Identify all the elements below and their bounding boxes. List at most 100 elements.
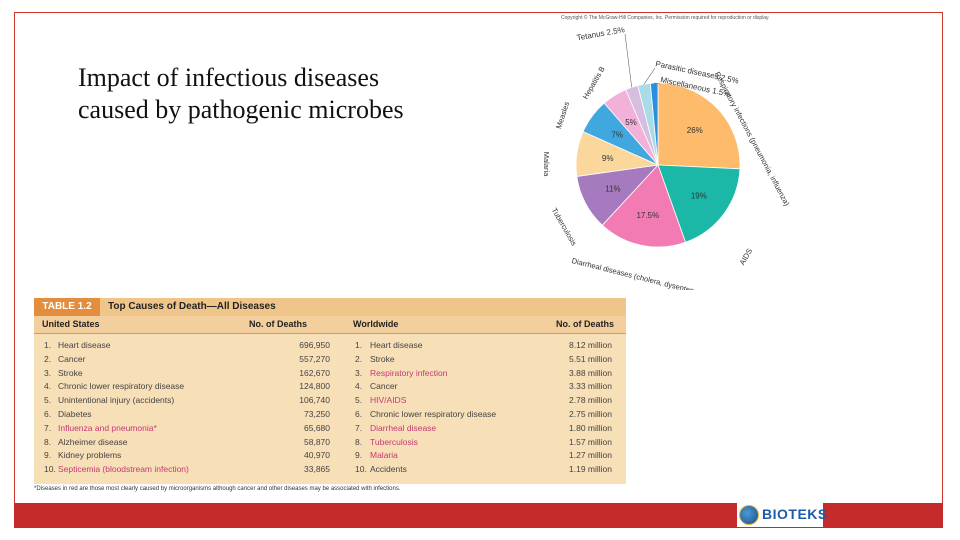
world-deaths: 2.75 million (569, 409, 612, 419)
pie-leader-line (654, 82, 661, 85)
world-cause: Cancer (370, 381, 398, 392)
world-cause: Respiratory infection (370, 367, 448, 378)
world-cause: Chronic lower respiratory disease (370, 409, 497, 419)
table-row: 9. Kidney problems 40,970 9. Malaria 1.27 mil… (34, 449, 626, 463)
table-row: 3. Stroke 162,670 3. Respiratory infection 3.… (34, 367, 626, 381)
us-deaths: 58,870 (304, 436, 330, 447)
world-cause: Malaria (370, 450, 398, 461)
world-cause: Accidents (370, 464, 407, 475)
us-deaths: 162,670 (299, 367, 330, 378)
pie-percent-label: 26% (687, 126, 703, 135)
rank-world: 10. (355, 464, 367, 475)
rank-world: 1. (355, 340, 363, 350)
us-cause: Stroke (58, 367, 83, 378)
rank-world: 3. (355, 367, 363, 378)
table-row: 5. Unintentional injury (accidents) 106,74… (34, 394, 626, 408)
pie-slice (657, 82, 741, 170)
us-deaths: 33,865 (304, 464, 330, 475)
pie-outer-label: Diarrheal diseases (cholera, dysentery, … (571, 256, 727, 290)
world-deaths: 2.78 million (569, 395, 612, 406)
rank-world: 8. (355, 436, 363, 447)
us-cause: Chronic lower respiratory disease (58, 381, 185, 392)
globe-icon (739, 505, 759, 525)
world-deaths: 3.88 million (569, 367, 612, 378)
pie-percent-label: 19% (691, 191, 707, 200)
rank-us: 7. (44, 422, 52, 433)
table-badge: TABLE 1.2 (34, 298, 100, 316)
pie-outer-label: Measles (554, 100, 571, 130)
us-deaths: 106,740 (299, 395, 330, 406)
rank-us: 4. (44, 381, 52, 392)
table-row: 4. Chronic lower respiratory disease 124,8… (34, 380, 626, 394)
us-cause: Unintentional injury (accidents) (58, 395, 175, 406)
pie-slice (657, 164, 741, 243)
table-row: 2. Cancer 557,270 2. Stroke 5.51 million (34, 353, 626, 367)
logo-text: BIOTEKS (762, 506, 828, 522)
pie-percent-label: 11% (605, 185, 620, 194)
world-deaths: 3.33 million (569, 381, 612, 392)
world-cause: Tuberculosis (370, 436, 418, 447)
us-cause: Heart disease (58, 340, 111, 350)
col-united-states: United States (42, 319, 100, 329)
table-column-headers: United States No. of Deaths Worldwide No… (34, 316, 626, 334)
rank-us: 8. (44, 436, 52, 447)
pie-outer-label: Tuberculosis (550, 206, 579, 247)
world-deaths: 1.57 million (569, 436, 612, 447)
pie-leader-line (624, 33, 632, 88)
world-cause: Heart disease (370, 340, 423, 350)
rank-world: 5. (355, 395, 363, 406)
world-cause: Stroke (370, 353, 395, 364)
pie-outer-label: Malaria (542, 152, 551, 177)
pie-outer-label: AIDS (738, 247, 755, 267)
rank-us: 1. (44, 340, 52, 350)
pie-percent-label: 5% (625, 118, 637, 127)
us-deaths: 73,250 (304, 409, 330, 419)
rank-world: 7. (355, 422, 363, 433)
us-cause: Kidney problems (58, 450, 122, 461)
us-deaths: 124,800 (299, 381, 330, 392)
world-deaths: 1.27 million (569, 450, 612, 461)
table-title: Top Causes of Death—All Diseases (108, 301, 276, 312)
world-cause: Diarrheal disease (370, 422, 437, 433)
col-us-deaths: No. of Deaths (249, 319, 308, 329)
copyright-notice: Copyright © The McGraw-Hill Companies, I… (561, 15, 770, 21)
world-deaths: 8.12 million (569, 340, 612, 350)
rank-us: 10. (44, 464, 56, 475)
us-cause: Influenza and pneumonia* (58, 422, 157, 433)
world-cause: HIV/AIDS (370, 395, 407, 406)
rank-us: 3. (44, 367, 52, 378)
pie-outer-label: Tetanus 2.5% (576, 25, 625, 42)
world-deaths: 1.19 million (569, 464, 612, 475)
world-deaths: 1.80 million (569, 422, 612, 433)
us-deaths: 557,270 (299, 353, 330, 364)
col-worldwide: Worldwide (353, 319, 399, 329)
col-world-deaths: No. of Deaths (556, 319, 615, 329)
slide-title-line2: caused by pathogenic microbes (78, 95, 404, 124)
slide-title-line1: Impact of infectious diseases (78, 63, 380, 92)
slide-title: Impact of infectious diseases caused by … (78, 62, 518, 126)
rank-us: 9. (44, 450, 52, 461)
pie-percent-label: 7% (611, 131, 623, 140)
bioteks-logo: BIOTEKS (737, 503, 827, 527)
us-cause: Cancer (58, 353, 86, 364)
pie-leader-line (643, 67, 656, 85)
pie-percent-label: 17.5% (636, 211, 659, 220)
pie-slice (649, 82, 659, 166)
pie-slice (601, 164, 687, 248)
us-deaths: 40,970 (304, 450, 330, 461)
rank-world: 6. (355, 409, 363, 419)
rank-world: 2. (355, 353, 363, 364)
rank-us: 2. (44, 353, 52, 364)
table-footnote: *Diseases in red are those most clearly … (34, 486, 401, 492)
table-header: TABLE 1.2 Top Causes of Death—All Diseas… (34, 298, 626, 316)
us-cause: Septicemia (bloodstream infection) (58, 464, 189, 475)
pie-outer-label: Hepatitis B (581, 65, 607, 101)
rank-us: 6. (44, 409, 52, 419)
table-row: 8. Alzheimer disease 58,870 8. Tuberculosis 1… (34, 436, 626, 450)
table-row: 1. Heart disease 696,950 1. Heart disease 8.1… (34, 339, 626, 353)
table-row: 10. Septicemia (bloodstream infection) 33,… (34, 463, 626, 477)
pie-percent-label: 9% (602, 154, 614, 163)
rank-world: 4. (355, 381, 363, 392)
us-deaths: 65,680 (304, 422, 330, 433)
us-cause: Diabetes (58, 409, 92, 419)
